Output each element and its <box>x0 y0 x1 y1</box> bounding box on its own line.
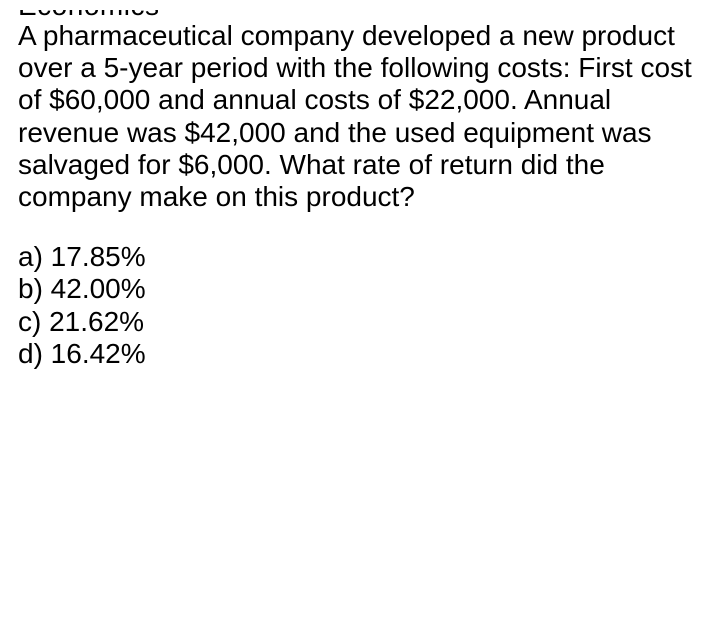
cutoff-header: Economics <box>18 10 702 18</box>
cutoff-header-text: Economics <box>18 10 159 18</box>
option-c: c) 21.62% <box>18 306 702 338</box>
option-b: b) 42.00% <box>18 273 702 305</box>
question-text: A pharmaceutical company developed a new… <box>18 20 702 213</box>
option-a: a) 17.85% <box>18 241 702 273</box>
options-list: a) 17.85% b) 42.00% c) 21.62% d) 16.42% <box>18 241 702 370</box>
option-d: d) 16.42% <box>18 338 702 370</box>
